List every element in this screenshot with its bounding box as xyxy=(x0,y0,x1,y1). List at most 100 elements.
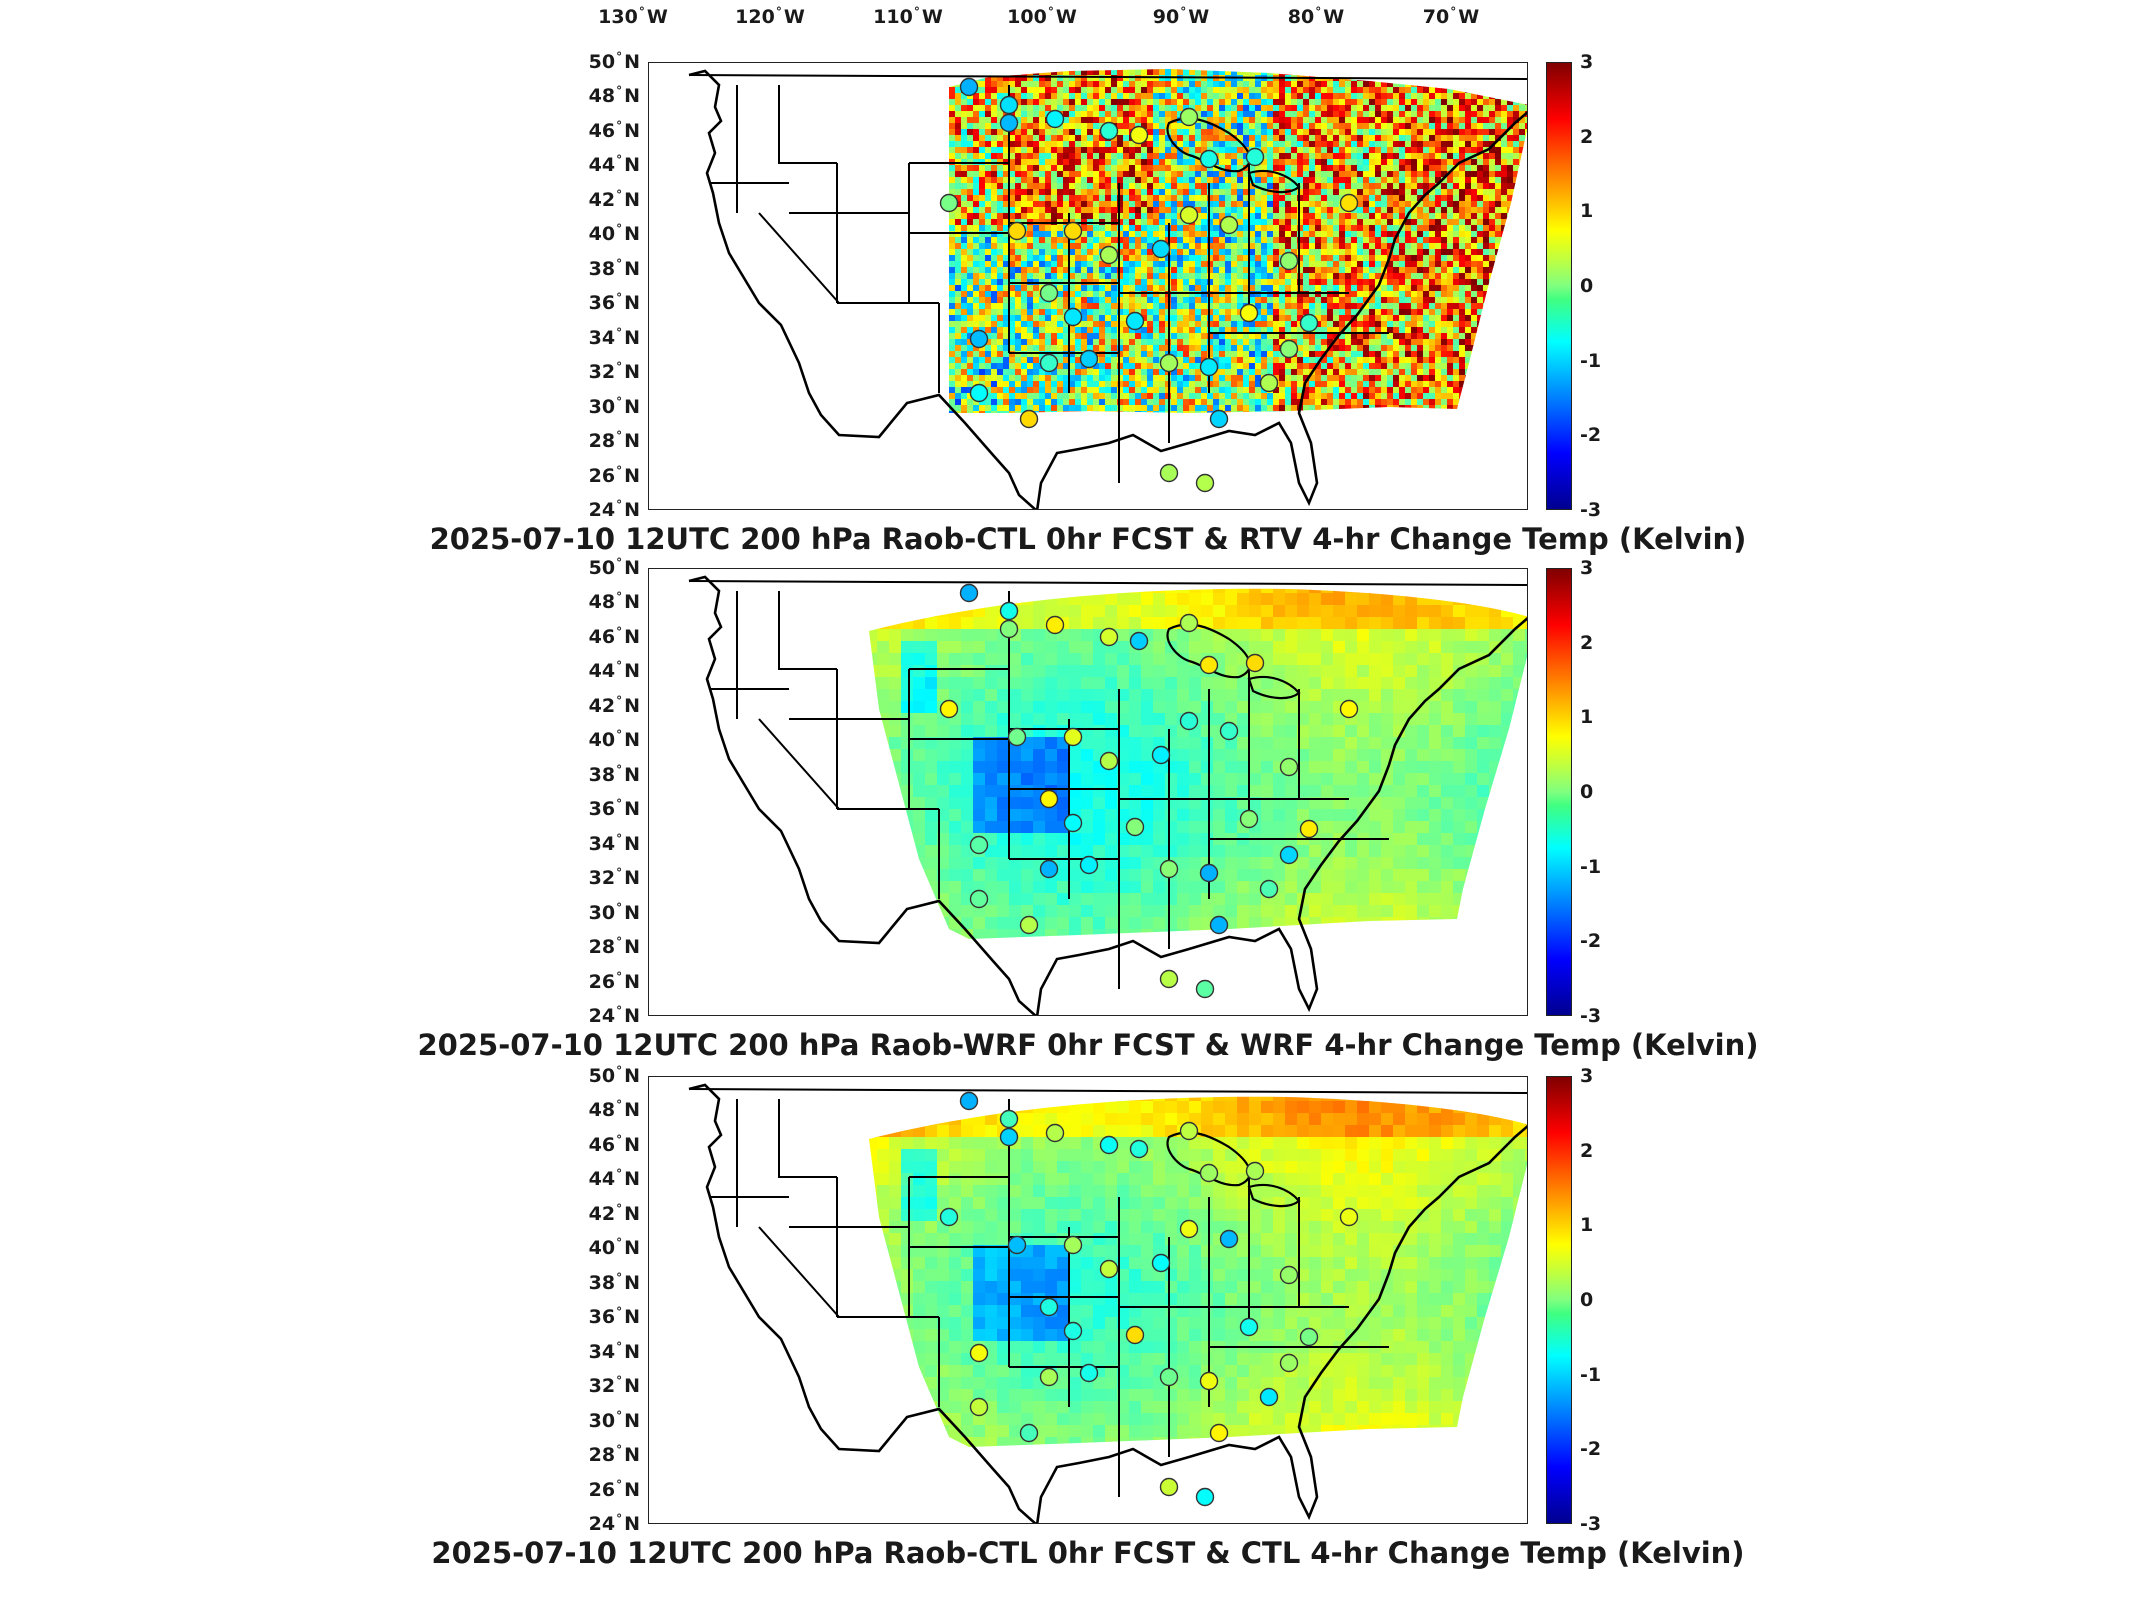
temp-change-field xyxy=(949,69,1527,413)
raob-station-marker xyxy=(1039,1297,1059,1317)
lat-label: 32° N xyxy=(588,1374,640,1398)
colorbar-tick-label: 0 xyxy=(1580,781,1594,803)
colorbar-tick-label: -3 xyxy=(1580,1513,1602,1535)
lat-label: 46° N xyxy=(588,1132,640,1156)
great-lakes xyxy=(1166,1131,1301,1208)
raob-station-marker xyxy=(1151,239,1171,259)
raob-station-marker xyxy=(1099,627,1119,647)
colorbar-tick-label: -2 xyxy=(1580,1438,1602,1461)
lat-label: 34° N xyxy=(588,1339,640,1363)
raob-station-marker xyxy=(1279,339,1299,359)
raob-station-marker xyxy=(1219,215,1239,235)
raob-station-marker xyxy=(1045,109,1065,129)
raob-station-marker xyxy=(969,329,989,349)
lat-label: 50° N xyxy=(588,50,640,73)
raob-station-marker xyxy=(1279,251,1299,271)
lat-label: 32° N xyxy=(588,360,640,384)
colorbar-tick-label: -1 xyxy=(1580,349,1602,372)
lat-label: 36° N xyxy=(588,797,640,821)
raob-station-marker xyxy=(1279,1353,1299,1373)
raob-station-marker xyxy=(1279,845,1299,865)
raob-station-marker xyxy=(1179,613,1199,633)
raob-station-marker xyxy=(999,1109,1019,1129)
raob-station-marker xyxy=(939,1207,959,1227)
raob-station-marker xyxy=(1007,221,1027,241)
raob-station-marker xyxy=(1007,1235,1027,1255)
raob-stations xyxy=(939,1091,1359,1507)
map-rtv xyxy=(648,62,1528,510)
lat-label: 42° N xyxy=(588,1201,640,1225)
colorbar-tick-label: -2 xyxy=(1580,424,1602,447)
raob-station-marker xyxy=(939,699,959,719)
raob-station-marker xyxy=(1195,1487,1215,1507)
raob-station-marker xyxy=(1179,1219,1199,1239)
colorbar-tick-label: -2 xyxy=(1580,930,1602,953)
raob-station-marker xyxy=(1299,1327,1319,1347)
raob-station-marker xyxy=(1209,409,1229,429)
raob-station-marker xyxy=(1199,1371,1219,1391)
lat-label: 44° N xyxy=(588,153,640,177)
lat-label: 24° N xyxy=(588,1512,640,1535)
colorbar-tick-label: 1 xyxy=(1580,1214,1594,1237)
raob-station-marker xyxy=(1245,1161,1265,1181)
raob-station-marker xyxy=(1159,463,1179,483)
lat-label: 48° N xyxy=(588,84,640,108)
raob-station-marker xyxy=(1339,699,1359,719)
panel-title: 2025-07-10 12UTC 200 hPa Raob-WRF 0hr FC… xyxy=(417,1028,1759,1062)
temp-change-field xyxy=(869,1096,1527,1447)
raob-station-marker xyxy=(1039,1367,1059,1387)
raob-station-marker xyxy=(999,1127,1019,1147)
raob-station-marker xyxy=(1195,473,1215,493)
colorbar-tick-label: 2 xyxy=(1580,631,1594,654)
state-border xyxy=(688,1088,1527,1094)
raob-station-marker xyxy=(1079,1363,1099,1383)
lon-label: 120° W xyxy=(735,5,805,28)
colorbar-tick-label: 2 xyxy=(1580,125,1594,148)
raob-station-marker xyxy=(959,1091,979,1111)
raob-station-marker xyxy=(1199,357,1219,377)
raob-station-marker xyxy=(1129,1139,1149,1159)
raob-station-marker xyxy=(1209,915,1229,935)
raob-station-marker xyxy=(1219,721,1239,741)
raob-station-marker xyxy=(1063,813,1083,833)
raob-station-marker xyxy=(969,1397,989,1417)
lat-label: 26° N xyxy=(588,463,640,487)
colorbar xyxy=(1546,1076,1572,1524)
raob-station-marker xyxy=(1179,711,1199,731)
state-border xyxy=(758,212,840,304)
raob-station-marker xyxy=(1199,655,1219,675)
colorbar-tick-label: -3 xyxy=(1580,499,1602,521)
colorbar xyxy=(1546,568,1572,1016)
raob-station-marker xyxy=(969,889,989,909)
colorbar xyxy=(1546,62,1572,510)
raob-station-marker xyxy=(1259,879,1279,899)
coastline xyxy=(688,575,1527,1015)
map-ctl xyxy=(648,1076,1528,1524)
raob-station-marker xyxy=(969,383,989,403)
raob-station-marker xyxy=(1129,125,1149,145)
raob-station-marker xyxy=(1045,1123,1065,1143)
raob-station-marker xyxy=(1259,373,1279,393)
lat-label: 28° N xyxy=(588,935,640,959)
lat-label: 30° N xyxy=(588,1408,640,1432)
raob-station-marker xyxy=(1039,859,1059,879)
raob-station-marker xyxy=(1199,863,1219,883)
raob-station-marker xyxy=(1125,817,1145,837)
lat-label: 50° N xyxy=(588,556,640,579)
raob-station-marker xyxy=(1151,745,1171,765)
raob-station-marker xyxy=(999,95,1019,115)
lat-label: 46° N xyxy=(588,118,640,142)
raob-station-marker xyxy=(1245,147,1265,167)
raob-station-marker xyxy=(1299,313,1319,333)
lat-label: 28° N xyxy=(588,429,640,453)
panel-title: 2025-07-10 12UTC 200 hPa Raob-CTL 0hr FC… xyxy=(429,522,1747,556)
state-border xyxy=(778,1099,837,1178)
raob-station-marker xyxy=(1219,1229,1239,1249)
lat-label: 48° N xyxy=(588,1098,640,1122)
raob-station-marker xyxy=(1063,1321,1083,1341)
coastline xyxy=(688,69,1527,509)
colorbar-tick-label: 3 xyxy=(1580,557,1594,579)
lat-label: 26° N xyxy=(588,969,640,993)
colorbar-tick-label: 0 xyxy=(1580,1289,1594,1311)
